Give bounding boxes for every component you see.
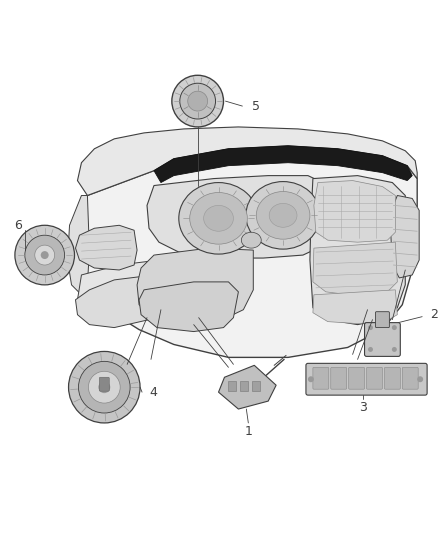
Circle shape (392, 325, 397, 330)
Circle shape (392, 347, 397, 352)
Polygon shape (219, 365, 276, 409)
Text: 2: 2 (430, 308, 438, 321)
Circle shape (78, 361, 130, 413)
Circle shape (308, 376, 314, 382)
Circle shape (35, 245, 55, 265)
FancyBboxPatch shape (99, 377, 109, 391)
Polygon shape (78, 127, 417, 196)
Circle shape (15, 225, 74, 285)
FancyBboxPatch shape (364, 322, 400, 357)
Text: 4: 4 (149, 386, 157, 399)
FancyBboxPatch shape (375, 312, 389, 328)
Circle shape (68, 351, 140, 423)
Bar (252, 381, 260, 391)
Polygon shape (75, 275, 177, 328)
Polygon shape (67, 196, 89, 295)
Polygon shape (313, 290, 397, 324)
FancyBboxPatch shape (402, 367, 418, 389)
Text: 1: 1 (244, 425, 252, 438)
Polygon shape (154, 146, 412, 183)
Circle shape (99, 381, 110, 393)
Ellipse shape (190, 192, 247, 244)
Circle shape (368, 325, 373, 330)
FancyBboxPatch shape (313, 367, 329, 389)
Circle shape (172, 75, 223, 127)
Text: 3: 3 (359, 401, 367, 414)
Polygon shape (74, 146, 417, 358)
Circle shape (417, 376, 423, 382)
Polygon shape (139, 282, 238, 332)
Ellipse shape (241, 232, 261, 248)
Ellipse shape (204, 205, 233, 231)
Polygon shape (75, 225, 137, 270)
Polygon shape (147, 175, 323, 258)
FancyBboxPatch shape (331, 367, 346, 389)
FancyBboxPatch shape (385, 367, 400, 389)
Circle shape (41, 251, 49, 259)
Bar (240, 381, 248, 391)
Ellipse shape (256, 191, 310, 239)
Polygon shape (313, 242, 397, 296)
FancyBboxPatch shape (349, 367, 364, 389)
Bar (229, 381, 237, 391)
Circle shape (25, 235, 64, 275)
Circle shape (368, 347, 373, 352)
Polygon shape (137, 248, 253, 325)
Ellipse shape (269, 204, 297, 227)
Ellipse shape (179, 183, 258, 254)
Ellipse shape (246, 182, 320, 249)
Polygon shape (314, 181, 396, 242)
FancyBboxPatch shape (367, 367, 382, 389)
Polygon shape (390, 196, 419, 278)
Text: 5: 5 (252, 100, 260, 112)
Circle shape (180, 83, 215, 119)
Polygon shape (78, 260, 174, 308)
FancyBboxPatch shape (306, 364, 427, 395)
Circle shape (188, 91, 208, 111)
Text: 6: 6 (14, 219, 22, 232)
Circle shape (88, 372, 120, 403)
Polygon shape (310, 175, 405, 325)
